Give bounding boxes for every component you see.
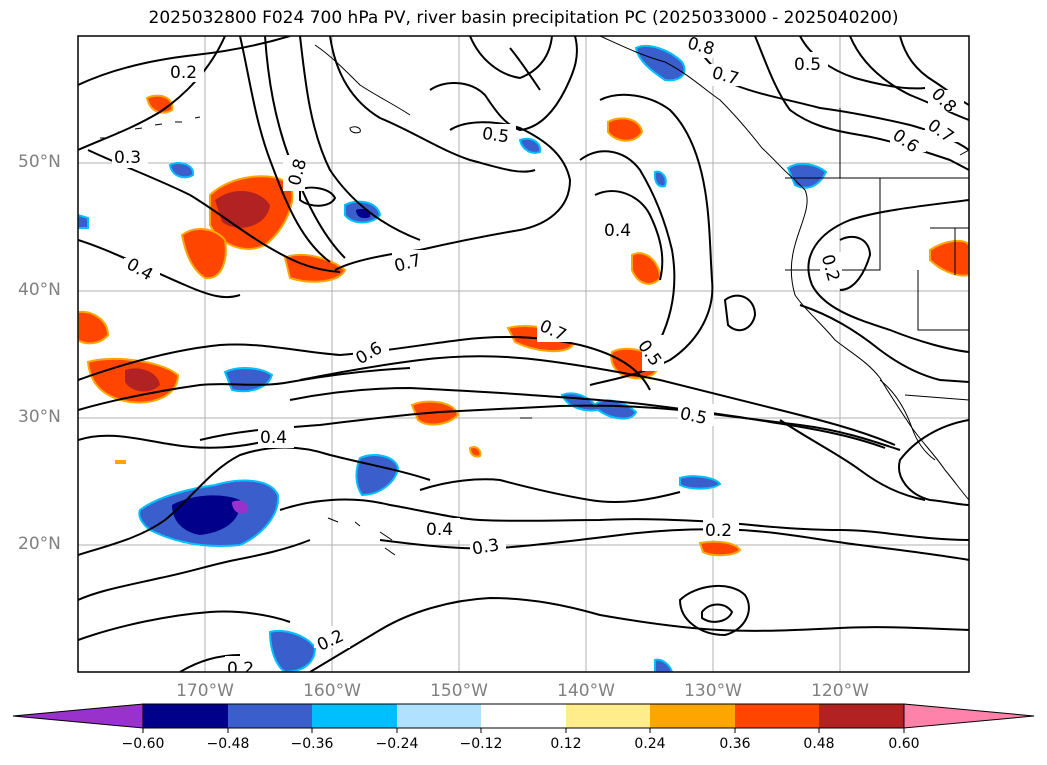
lon-label-150w: 150°W [430,681,488,701]
precip-blob [223,367,274,393]
colorbar-segment [650,704,735,728]
contour-label: 0.4 [260,428,287,448]
precip-blob [215,190,270,228]
precipitation-shading [78,44,969,672]
colorbar-tick-label: 0.48 [803,736,835,752]
lon-label-170w: 170°W [176,681,234,701]
colorbar-tick-label: −0.48 [206,736,250,752]
contour-label: 0.2 [227,659,254,679]
map-title: 2025032800 F024 700 hPa PV, river basin … [148,8,899,28]
colorbar-segment [143,704,228,728]
contour-label: 0.3 [114,148,141,168]
contour-label: 0.4 [426,520,453,540]
precip-blob [125,368,160,392]
precip-blob [468,446,482,458]
lat-label-20n: 20°N [18,534,61,554]
colorbar-segment [228,704,312,728]
lon-label-160w: 160°W [303,681,361,701]
precip-blob [115,460,126,464]
contour-label: 0.5 [481,124,511,148]
precip-blob [929,239,969,277]
colorbar-segment [12,703,144,729]
colorbar-tick-label: 0.24 [634,736,666,752]
colorbar-segment [819,704,904,728]
precip-blob [653,170,667,188]
colorbar-tick-label: 0.60 [888,736,920,752]
colorbar-segment [481,704,566,728]
colorbar-segment [312,704,397,728]
pv-contours [78,36,969,672]
contour-label: 0.2 [170,63,197,83]
precip-blob [78,310,110,345]
lon-label-130w: 130°W [684,681,742,701]
precip-blob [679,475,722,490]
precip-blob [145,94,174,114]
colorbar-tick-label: −0.60 [121,736,165,752]
contour-label: 0.3 [471,535,501,559]
colorbar-tick-label: −0.24 [375,736,419,752]
colorbar-tick-label: 0.36 [719,736,751,752]
precip-blob [180,228,227,280]
contour-label: 0.2 [705,521,732,541]
precip-blob [631,252,662,285]
precip-blob [168,162,195,179]
precip-blob [232,500,249,514]
lon-label-140w: 140°W [557,681,615,701]
precip-blob [268,630,317,672]
contour-label: 0.8 [927,84,960,117]
colorbar-segment [903,703,1035,729]
contour-label: 0.5 [794,55,821,75]
colorbar-tick-label: −0.36 [290,736,334,752]
colorbar-tick-label: 0.12 [550,736,582,752]
precip-blob [698,540,742,557]
gridlines [78,36,969,672]
precip-blob [786,162,828,189]
precip-blob [654,658,674,672]
lon-label-120w: 120°W [811,681,869,701]
lat-label-40n: 40°N [18,280,61,300]
lat-label-50n: 50°N [18,152,61,172]
colorbar-segment [566,704,650,728]
colorbar-segment [735,704,819,728]
coastlines [100,36,969,556]
precip-blob [634,44,686,82]
colorbar-tick-label: −0.12 [459,736,503,752]
colorbar [12,703,1035,733]
precip-blob [518,137,542,154]
colorbar-segment [397,704,481,728]
lat-label-30n: 30°N [18,407,61,427]
map-frame [77,35,970,673]
precip-blob [355,454,400,497]
contour-label: 0.8 [685,33,716,59]
precip-blob [172,495,241,535]
contour-label: 0.4 [604,221,631,241]
precip-blob [607,117,644,142]
precip-blob [78,213,89,229]
